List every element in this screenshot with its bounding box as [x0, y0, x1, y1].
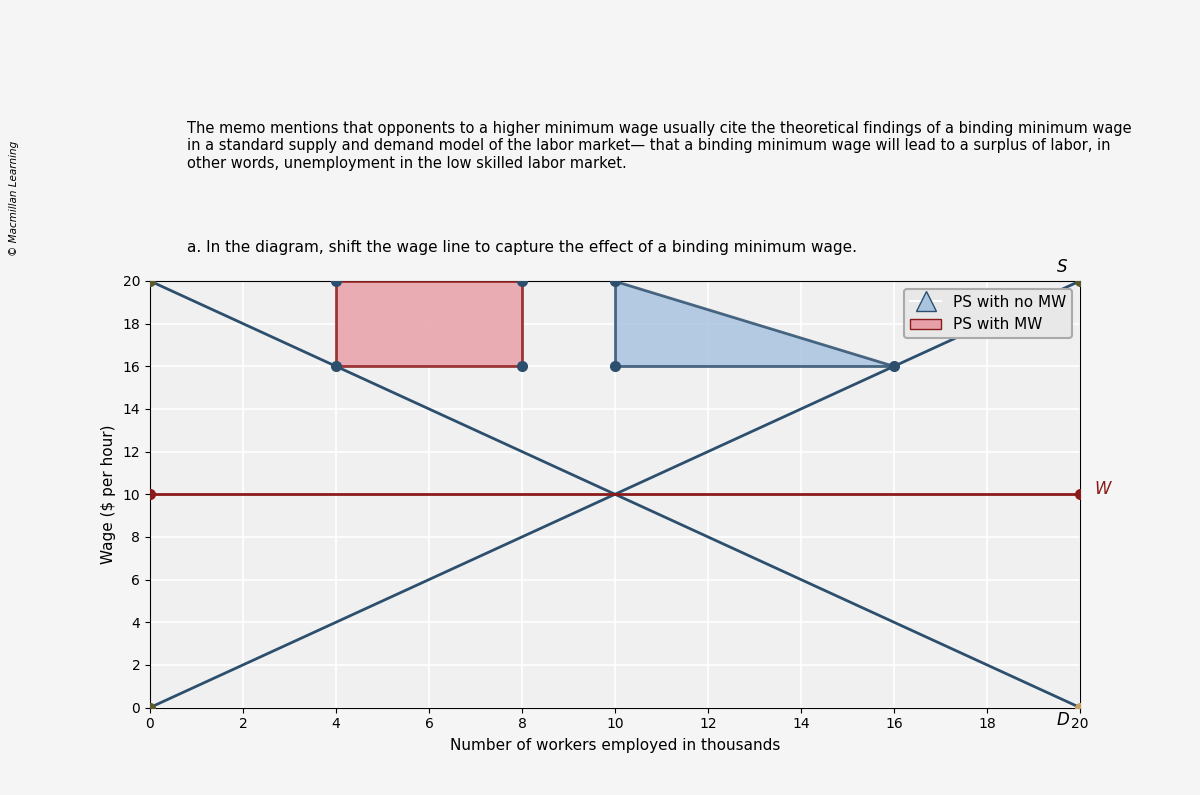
Text: © Macmillan Learning: © Macmillan Learning: [10, 142, 19, 256]
Legend: PS with no MW, PS with MW: PS with no MW, PS with MW: [904, 289, 1073, 339]
Text: W: W: [1094, 480, 1110, 498]
X-axis label: Number of workers employed in thousands: Number of workers employed in thousands: [450, 739, 780, 753]
Text: The memo mentions that opponents to a higher minimum wage usually cite the theor: The memo mentions that opponents to a hi…: [187, 121, 1132, 171]
Text: D: D: [1057, 711, 1069, 728]
Y-axis label: Wage ($ per hour): Wage ($ per hour): [101, 425, 115, 564]
Polygon shape: [616, 281, 894, 366]
Text: a. In the diagram, shift the wage line to capture the effect of a binding minimu: a. In the diagram, shift the wage line t…: [187, 240, 857, 255]
Text: S: S: [1057, 258, 1067, 277]
Polygon shape: [336, 281, 522, 366]
